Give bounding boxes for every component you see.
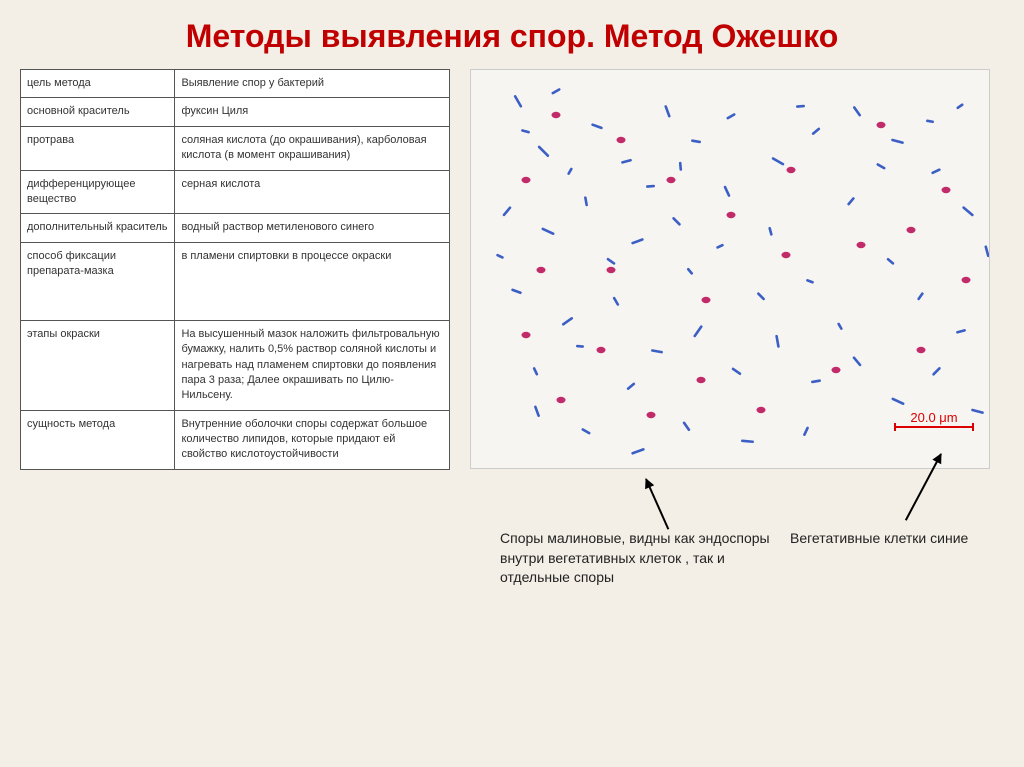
table-panel: цель методаВыявление спор у бактерийосно… bbox=[20, 69, 450, 588]
table-cell-value: фуксин Циля bbox=[175, 98, 450, 126]
table-cell-key: протрава bbox=[21, 126, 175, 170]
scale-indicator: 20.0 μm bbox=[894, 410, 974, 428]
table-cell-value: водный раствор метиленового синего bbox=[175, 214, 450, 242]
table-row: цель методаВыявление спор у бактерий bbox=[21, 70, 450, 98]
arrow-spores bbox=[645, 479, 669, 530]
table-row: дифференцирующее веществосерная кислота bbox=[21, 170, 450, 214]
table-cell-value: Выявление спор у бактерий bbox=[175, 70, 450, 98]
scale-bar bbox=[894, 426, 974, 428]
table-row: сущность методаВнутренние оболочки споры… bbox=[21, 410, 450, 469]
scale-label: 20.0 μm bbox=[910, 410, 957, 425]
slide-title: Методы выявления спор. Метод Ожешко bbox=[0, 0, 1024, 69]
micrograph: 20.0 μm bbox=[470, 69, 990, 469]
table-cell-value: Внутренние оболочки споры содержат больш… bbox=[175, 410, 450, 469]
table-row: основной красительфуксин Циля bbox=[21, 98, 450, 126]
table-cell-key: цель метода bbox=[21, 70, 175, 98]
table-cell-key: способ фиксации препарата-мазка bbox=[21, 242, 175, 320]
table-cell-key: дифференцирующее вещество bbox=[21, 170, 175, 214]
table-row: протравасоляная кислота (до окрашивания)… bbox=[21, 126, 450, 170]
method-table: цель методаВыявление спор у бактерийосно… bbox=[20, 69, 450, 470]
table-cell-value: серная кислота bbox=[175, 170, 450, 214]
table-cell-key: этапы окраски bbox=[21, 320, 175, 410]
table-cell-value: На высушенный мазок наложить фильтроваль… bbox=[175, 320, 450, 410]
table-row: этапы окраскиНа высушенный мазок наложит… bbox=[21, 320, 450, 410]
table-row: дополнительный красительводный раствор м… bbox=[21, 214, 450, 242]
content-area: цель методаВыявление спор у бактерийосно… bbox=[0, 69, 1024, 588]
table-cell-key: дополнительный краситель bbox=[21, 214, 175, 242]
table-cell-value: соляная кислота (до окрашивания), карбол… bbox=[175, 126, 450, 170]
table-cell-key: основной краситель bbox=[21, 98, 175, 126]
caption-vegetative: Вегетативные клетки синие bbox=[790, 529, 1004, 588]
caption-spores: Споры малиновые, видны как эндоспоры вну… bbox=[500, 529, 770, 588]
table-cell-key: сущность метода bbox=[21, 410, 175, 469]
table-row: способ фиксации препарата-мазкав пламени… bbox=[21, 242, 450, 320]
table-cell-value: в пламени спиртовки в процессе окраски bbox=[175, 242, 450, 320]
captions: Споры малиновые, видны как эндоспоры вну… bbox=[470, 529, 1004, 588]
figure-panel: 20.0 μm Споры малиновые, видны как эндос… bbox=[470, 69, 1004, 588]
